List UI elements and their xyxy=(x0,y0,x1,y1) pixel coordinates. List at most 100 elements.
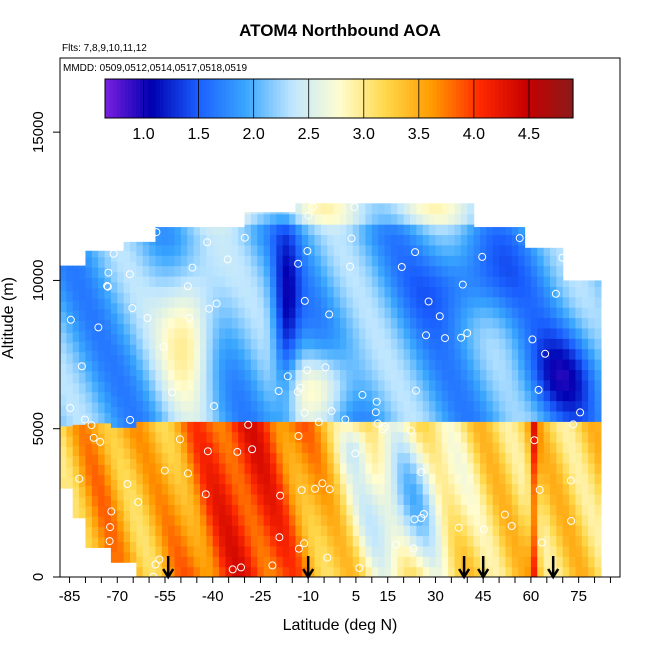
field-cell xyxy=(352,483,360,495)
field-cell xyxy=(550,514,557,526)
field-cell xyxy=(142,566,150,577)
field-cell xyxy=(410,421,417,433)
field-cell xyxy=(123,531,131,543)
field-cell xyxy=(136,400,144,412)
field-cell xyxy=(562,462,570,474)
field-cell xyxy=(308,514,316,526)
field-cell xyxy=(200,227,207,236)
field-cell xyxy=(359,369,367,381)
field-cell xyxy=(155,504,163,516)
field-cell xyxy=(333,556,341,568)
field-cell xyxy=(518,473,526,485)
field-cell xyxy=(371,473,379,485)
field-cell xyxy=(505,296,513,308)
field-cell xyxy=(155,514,163,526)
field-cell xyxy=(244,255,252,267)
field-cell xyxy=(416,473,424,485)
field-cell xyxy=(550,379,557,391)
field-cell xyxy=(575,307,583,319)
field-cell xyxy=(378,525,386,537)
field-cell xyxy=(270,275,277,287)
field-cell xyxy=(117,458,125,470)
colorbar-segment xyxy=(530,79,535,118)
x-axis: -85 -70 -55 -40 -25 -10 5 15 30 45 60 75 xyxy=(59,577,611,605)
field-cell xyxy=(480,234,487,246)
field-cell xyxy=(85,350,93,362)
field-cell xyxy=(460,244,468,256)
field-cell xyxy=(333,483,341,495)
field-cell xyxy=(416,286,424,298)
field-cell xyxy=(136,255,144,267)
field-cell xyxy=(142,265,150,277)
field-cell xyxy=(257,390,265,402)
field-cell xyxy=(460,442,468,454)
field-cell xyxy=(340,296,347,308)
field-cell xyxy=(435,296,443,308)
field-cell xyxy=(282,504,290,516)
field-cell xyxy=(110,333,118,345)
field-cell xyxy=(448,400,456,412)
field-cell xyxy=(575,280,583,287)
field-cell xyxy=(359,286,367,298)
field-cell xyxy=(263,535,271,547)
field-cell xyxy=(333,286,341,298)
field-cell xyxy=(359,317,367,329)
field-cell xyxy=(390,224,398,236)
field-cell xyxy=(244,317,252,329)
field-cell xyxy=(174,410,182,422)
field-cell xyxy=(397,348,405,360)
field-cell xyxy=(422,390,430,402)
field-cell xyxy=(180,369,188,381)
field-cell xyxy=(98,256,106,268)
field-cell xyxy=(505,410,513,422)
field-cell xyxy=(562,379,570,391)
field-cell xyxy=(314,338,322,350)
field-cell xyxy=(492,400,500,412)
field-cell xyxy=(543,493,551,505)
field-cell xyxy=(250,556,258,568)
field-cell xyxy=(410,255,417,267)
field-cell xyxy=(390,545,398,557)
field-cell xyxy=(282,452,290,464)
field-cell xyxy=(575,431,583,443)
field-cell xyxy=(371,535,379,547)
field-cell xyxy=(187,473,195,485)
colorbar-segment xyxy=(280,79,285,118)
field-cell xyxy=(161,369,169,381)
field-cell xyxy=(282,359,290,370)
field-cell xyxy=(79,393,87,405)
field-cell xyxy=(384,327,392,339)
field-cell xyxy=(435,462,443,474)
field-cell xyxy=(480,514,487,526)
field-cell xyxy=(295,566,303,577)
chart-title: ATOM4 Northbound AOA xyxy=(239,21,441,40)
field-cell xyxy=(85,329,93,341)
field-cell xyxy=(206,369,214,381)
field-cell xyxy=(72,393,80,405)
field-cell xyxy=(276,212,284,215)
field-cell xyxy=(123,396,131,408)
field-cell xyxy=(180,525,188,537)
field-cell xyxy=(193,338,201,350)
field-cell xyxy=(250,213,258,225)
colorbar-segment xyxy=(300,79,305,118)
field-cell xyxy=(390,203,398,215)
field-cell xyxy=(117,499,125,511)
field-cell xyxy=(308,244,316,256)
colorbar-segment xyxy=(557,79,562,118)
field-cell xyxy=(562,410,570,422)
field-cell xyxy=(212,442,220,454)
field-cell xyxy=(149,504,157,516)
field-cell xyxy=(206,473,214,485)
field-cell xyxy=(238,431,246,443)
field-cell xyxy=(212,379,220,391)
field-cell xyxy=(91,474,99,486)
field-cell xyxy=(193,556,201,568)
field-cell xyxy=(435,525,443,537)
field-cell xyxy=(301,203,309,215)
field-cell xyxy=(161,535,169,547)
field-cell xyxy=(422,493,430,505)
field-cell xyxy=(556,400,564,412)
field-cell xyxy=(270,535,277,547)
field-cell xyxy=(301,473,309,485)
